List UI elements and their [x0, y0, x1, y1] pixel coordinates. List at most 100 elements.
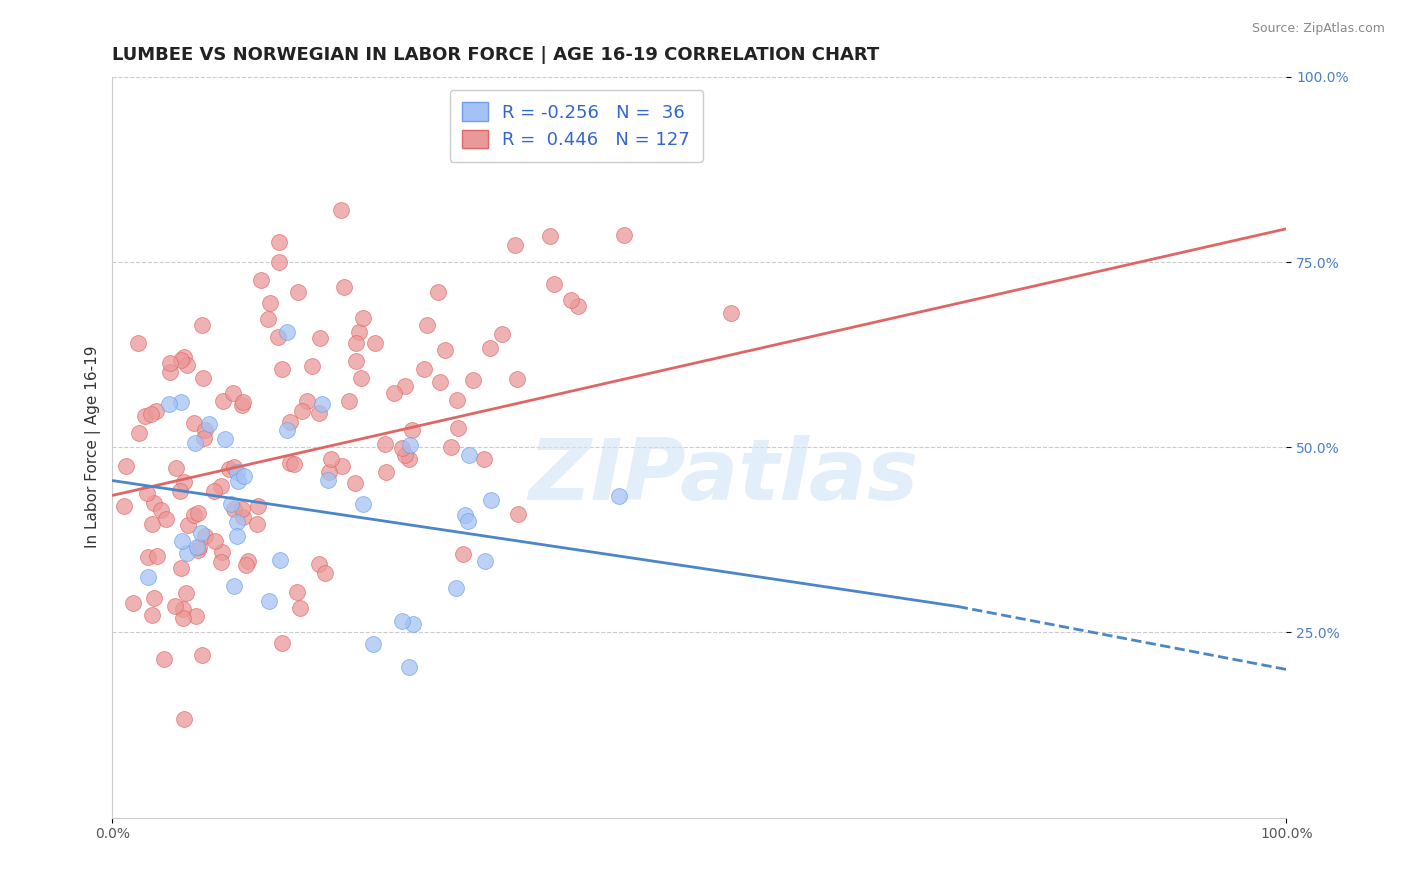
Point: [426, 285, 449, 299]
Point: [394, 379, 416, 393]
Point: [257, 594, 280, 608]
Point: [170, 534, 193, 549]
Point: [172, 602, 194, 616]
Point: [446, 392, 468, 407]
Point: [231, 398, 253, 412]
Point: [401, 423, 423, 437]
Point: [330, 203, 353, 218]
Point: [560, 293, 582, 307]
Point: [183, 436, 205, 450]
Point: [319, 452, 342, 467]
Point: [391, 441, 413, 455]
Point: [173, 475, 195, 489]
Point: [472, 451, 495, 466]
Point: [352, 497, 374, 511]
Point: [347, 325, 370, 339]
Y-axis label: In Labor Force | Age 16-19: In Labor Force | Age 16-19: [86, 346, 101, 549]
Point: [170, 353, 193, 368]
Point: [191, 371, 214, 385]
Point: [454, 508, 477, 522]
Point: [382, 385, 405, 400]
Point: [311, 397, 333, 411]
Point: [250, 273, 273, 287]
Point: [127, 335, 149, 350]
Point: [457, 514, 479, 528]
Point: [278, 415, 301, 429]
Point: [285, 585, 308, 599]
Point: [444, 581, 467, 595]
Point: [458, 448, 481, 462]
Point: [287, 285, 309, 299]
Point: [222, 579, 245, 593]
Point: [451, 547, 474, 561]
Point: [153, 652, 176, 666]
Point: [194, 423, 217, 437]
Point: [318, 465, 340, 479]
Point: [314, 566, 336, 580]
Point: [429, 376, 451, 390]
Point: [276, 423, 298, 437]
Point: [150, 502, 173, 516]
Point: [225, 465, 247, 479]
Point: [259, 296, 281, 310]
Point: [439, 440, 461, 454]
Point: [194, 529, 217, 543]
Point: [202, 483, 225, 498]
Point: [607, 488, 630, 502]
Point: [613, 228, 636, 243]
Point: [267, 254, 290, 268]
Point: [191, 648, 214, 663]
Point: [114, 458, 136, 473]
Point: [416, 318, 439, 333]
Point: [134, 409, 156, 423]
Point: [172, 611, 194, 625]
Point: [344, 354, 367, 368]
Point: [214, 432, 236, 446]
Point: [145, 403, 167, 417]
Point: [176, 358, 198, 372]
Point: [508, 507, 530, 521]
Point: [267, 330, 290, 344]
Point: [238, 554, 260, 568]
Point: [159, 365, 181, 379]
Point: [270, 635, 292, 649]
Point: [301, 359, 323, 373]
Point: [169, 395, 191, 409]
Point: [112, 499, 135, 513]
Point: [337, 394, 360, 409]
Point: [343, 476, 366, 491]
Point: [188, 540, 211, 554]
Point: [374, 465, 396, 479]
Point: [155, 512, 177, 526]
Point: [143, 591, 166, 605]
Point: [141, 607, 163, 622]
Point: [232, 468, 254, 483]
Point: [232, 510, 254, 524]
Point: [364, 335, 387, 350]
Point: [165, 599, 187, 613]
Point: [139, 407, 162, 421]
Point: [190, 318, 212, 333]
Point: [491, 327, 513, 342]
Point: [278, 456, 301, 470]
Point: [235, 558, 257, 572]
Point: [226, 516, 249, 530]
Point: [330, 458, 353, 473]
Point: [463, 373, 485, 387]
Point: [173, 350, 195, 364]
Point: [222, 460, 245, 475]
Point: [225, 529, 247, 543]
Point: [291, 404, 314, 418]
Point: [391, 614, 413, 628]
Point: [567, 299, 589, 313]
Point: [135, 486, 157, 500]
Point: [506, 371, 529, 385]
Point: [170, 561, 193, 575]
Point: [269, 552, 291, 566]
Point: [128, 425, 150, 440]
Point: [166, 460, 188, 475]
Point: [479, 342, 502, 356]
Point: [209, 479, 232, 493]
Point: [246, 500, 269, 514]
Point: [398, 451, 420, 466]
